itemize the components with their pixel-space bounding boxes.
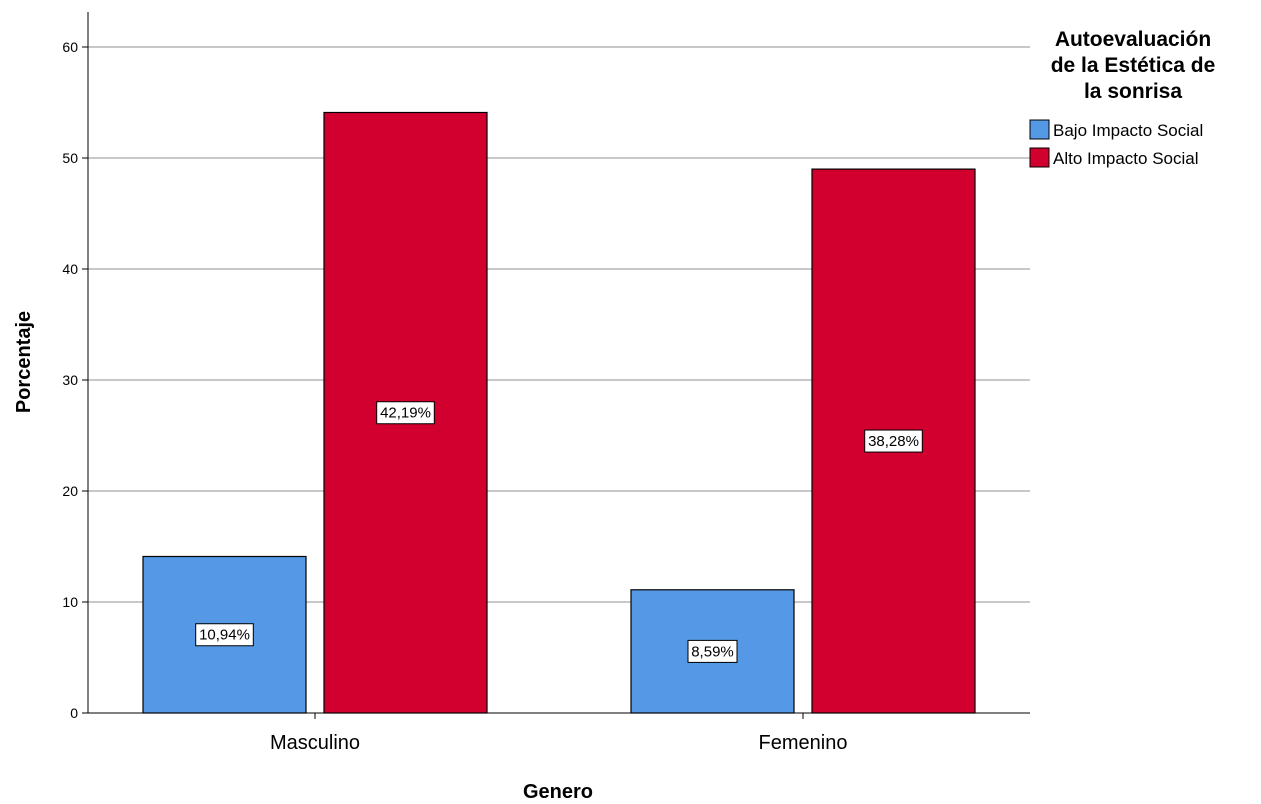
bar-value-label: 10,94% xyxy=(196,624,254,646)
legend-label-alto: Alto Impacto Social xyxy=(1053,149,1199,168)
y-tick-label: 20 xyxy=(62,483,78,499)
bar-value-label: 38,28% xyxy=(865,430,923,452)
y-tick-label: 60 xyxy=(62,39,78,55)
bar-value-label-text: 42,19% xyxy=(380,405,431,422)
bar-value-label: 8,59% xyxy=(688,640,737,662)
legend: Autoevaluación de la Estética de la sonr… xyxy=(1030,28,1215,168)
y-tick-label: 0 xyxy=(70,705,78,721)
legend-title-line-2: de la Estética de xyxy=(1051,54,1216,77)
y-tick-label: 30 xyxy=(62,372,78,388)
bars xyxy=(143,112,975,713)
y-tick-label: 50 xyxy=(62,150,78,166)
bar-value-label-text: 10,94% xyxy=(199,627,250,644)
y-tick-label: 40 xyxy=(62,261,78,277)
x-tick-label-femenino: Femenino xyxy=(759,732,848,754)
x-tick-label-masculino: Masculino xyxy=(270,732,360,754)
x-axis-title: Genero xyxy=(523,781,593,803)
legend-label-bajo: Bajo Impacto Social xyxy=(1053,121,1203,140)
y-tick-label: 10 xyxy=(62,594,78,610)
bar-value-label-text: 8,59% xyxy=(691,643,734,660)
bar-value-label-text: 38,28% xyxy=(868,433,919,450)
legend-title-line-1: Autoevaluación xyxy=(1055,28,1211,51)
legend-swatch-bajo xyxy=(1030,120,1049,139)
legend-swatch-alto xyxy=(1030,148,1049,167)
legend-title-line-3: la sonrisa xyxy=(1084,80,1182,103)
y-axis-title: Porcentaje xyxy=(13,311,35,413)
bar-value-label: 42,19% xyxy=(377,402,435,424)
